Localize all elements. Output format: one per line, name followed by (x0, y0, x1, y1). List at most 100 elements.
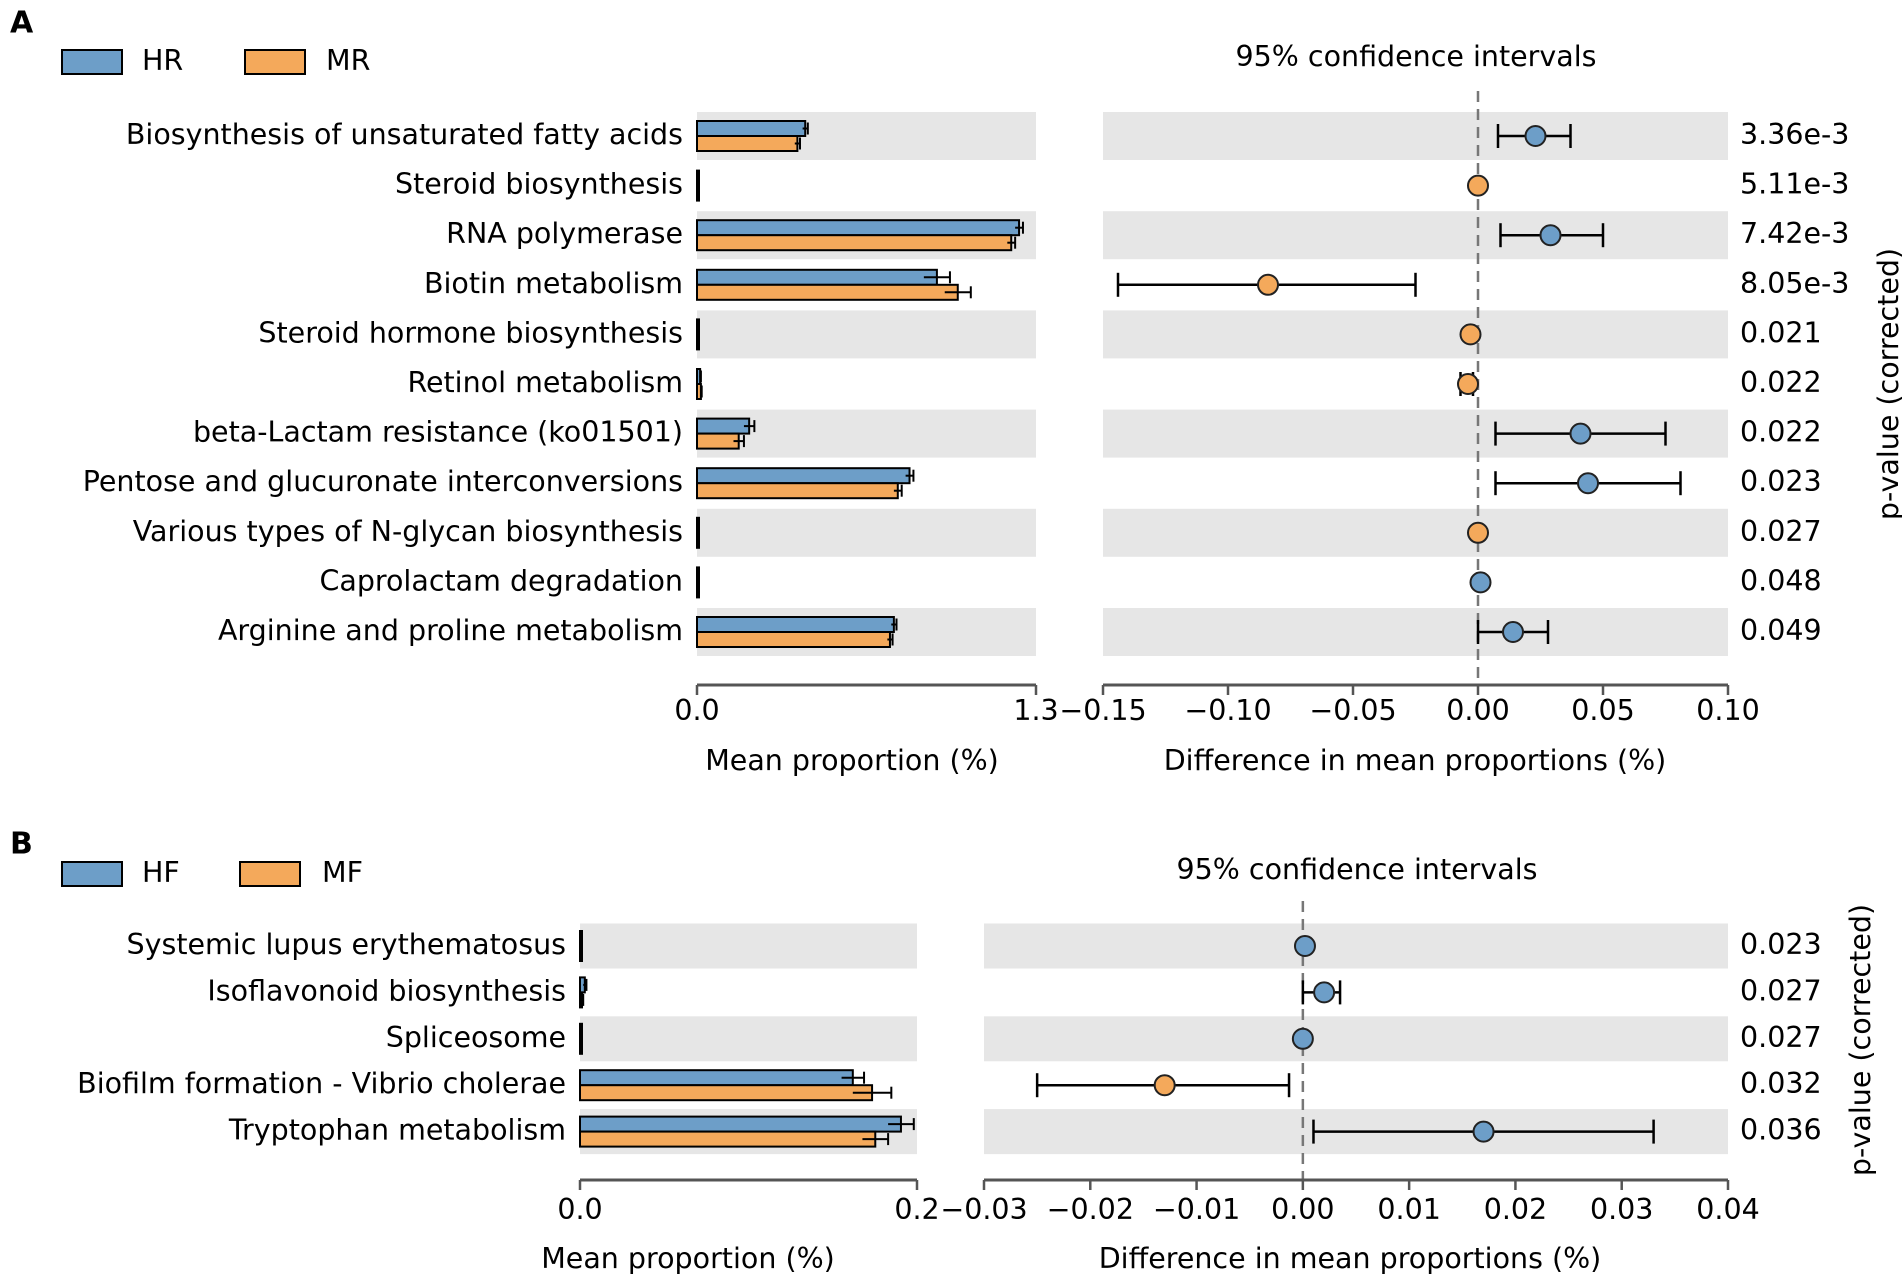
legend-swatch-mf (239, 861, 301, 887)
legend-swatch-hf (61, 861, 123, 887)
p-value: 8.05e-3 (1740, 267, 1849, 300)
p-value: 0.022 (1740, 416, 1822, 449)
diff-x-tick-label: −0.10 (1184, 694, 1271, 727)
bar-hf (579, 1022, 583, 1040)
category-label: Steroid biosynthesis (395, 168, 683, 201)
ci-point (1467, 174, 1489, 197)
p-value: 7.42e-3 (1740, 217, 1849, 250)
bar-x-tick-label: 0.0 (557, 1193, 602, 1226)
ci-point (1293, 935, 1316, 957)
bar-hr (696, 120, 807, 137)
bar-mr (696, 234, 1013, 252)
row-stripe-bar (580, 923, 917, 969)
ci-title: 95% confidence intervals (1236, 40, 1597, 73)
p-value: 0.027 (1740, 974, 1822, 1007)
p-value: 5.11e-3 (1740, 168, 1849, 201)
bar-mr (696, 333, 700, 351)
bar-hf (579, 930, 583, 947)
bar-hr (696, 318, 700, 336)
category-label: Biosynthesis of unsaturated fatty acids (126, 118, 683, 151)
p-value-axis-label: p-value (corrected) (1872, 248, 1902, 520)
bar-x-tick-label: 0.2 (894, 1193, 939, 1226)
diff-x-tick-label: 0.03 (1590, 1193, 1653, 1226)
bar-hf (579, 1069, 854, 1087)
p-value: 0.021 (1740, 316, 1822, 349)
row-stripe-bar (697, 508, 1036, 557)
diff-x-tick-label: −0.05 (1309, 694, 1396, 727)
legend-swatch-mr (244, 49, 306, 75)
panel-label: B (10, 827, 33, 862)
category-label: Tryptophan metabolism (228, 1114, 566, 1147)
diff-x-tick-label: 0.10 (1696, 694, 1759, 727)
ci-point (1459, 323, 1482, 346)
row-stripe-diff (1103, 112, 1728, 160)
panel-b: B HF MF 95% confidence intervals Systemic lu… (10, 827, 1877, 1276)
ci-point (1577, 472, 1599, 495)
category-label: Caprolactam degradation (319, 564, 683, 597)
bar-hr (696, 566, 700, 584)
row-stripe-diff (984, 923, 1728, 969)
bar-mf (579, 945, 583, 962)
bar-x-axis-label: Mean proportion (%) (705, 744, 999, 777)
bar-mf (579, 1130, 877, 1148)
bar-mr (696, 482, 899, 500)
category-label: Retinol metabolism (407, 366, 683, 399)
bar-mf (579, 1037, 583, 1055)
category-label: Biotin metabolism (424, 267, 683, 300)
legend-label-hf: HF (142, 856, 180, 889)
diff-x-tick-label: 0.00 (1271, 1193, 1334, 1226)
category-label: Arginine and proline metabolism (218, 614, 683, 647)
p-value: 0.027 (1740, 515, 1822, 548)
bar-hr (696, 616, 895, 633)
ci-point (1524, 125, 1547, 147)
category-label: beta-Lactam resistance (ko01501) (193, 416, 683, 449)
bar-hr (696, 516, 700, 534)
row-stripe-diff (984, 1016, 1728, 1062)
legend-label-hr: HR (142, 44, 183, 77)
ci-point (1153, 1074, 1176, 1097)
ci-point (1469, 571, 1492, 594)
p-value-axis-label: p-value (corrected) (1844, 904, 1877, 1176)
row-stripe-diff (1103, 608, 1728, 656)
row-stripe-diff (1103, 310, 1728, 359)
bar-mr (696, 135, 799, 152)
bar-hr (696, 169, 700, 187)
bar-hf (579, 1115, 902, 1133)
row-stripe-bar (697, 310, 1036, 359)
bar-hr (696, 417, 751, 435)
ci-point (1539, 224, 1562, 247)
ci-point (1502, 621, 1524, 643)
p-value: 0.036 (1740, 1114, 1822, 1147)
diff-x-tick-label: 0.02 (1484, 1193, 1547, 1226)
diff-x-axis-label: Difference in mean proportions (%) (1099, 1242, 1602, 1275)
category-label: Systemic lupus erythematosus (127, 928, 566, 961)
bar-x-tick-label: 1.3 (1013, 694, 1058, 727)
ci-point (1472, 1120, 1495, 1143)
category-label: Steroid hormone biosynthesis (258, 316, 683, 349)
ci-point (1257, 273, 1279, 296)
p-value: 0.023 (1740, 928, 1822, 961)
bar-mf (579, 1084, 874, 1102)
bar-mr (696, 184, 700, 202)
diff-x-tick-label: −0.01 (1153, 1193, 1240, 1226)
category-label: Pentose and glucuronate interconversions (83, 465, 683, 498)
p-value: 0.023 (1740, 465, 1822, 498)
bar-hr (696, 268, 938, 286)
row-stripe-bar (697, 409, 1036, 458)
ci-point (1467, 521, 1489, 544)
category-label: Biofilm formation - Vibrio cholerae (77, 1067, 566, 1100)
panel-label: A (10, 6, 34, 41)
bar-x-tick-label: 0.0 (674, 694, 719, 727)
diff-x-tick-label: 0.04 (1696, 1193, 1759, 1226)
diff-x-tick-label: 0.05 (1571, 694, 1634, 727)
diff-x-tick-label: −0.15 (1059, 694, 1146, 727)
ci-point (1457, 373, 1479, 395)
bar-mr (696, 531, 700, 549)
diff-x-tick-label: 0.00 (1446, 694, 1509, 727)
legend-swatch-hr (61, 49, 123, 75)
category-label: RNA polymerase (446, 217, 683, 250)
bar-mr (696, 581, 700, 599)
bar-hr (696, 219, 1021, 237)
bar-x-axis-label: Mean proportion (%) (541, 1242, 835, 1275)
p-value: 0.048 (1740, 564, 1822, 597)
